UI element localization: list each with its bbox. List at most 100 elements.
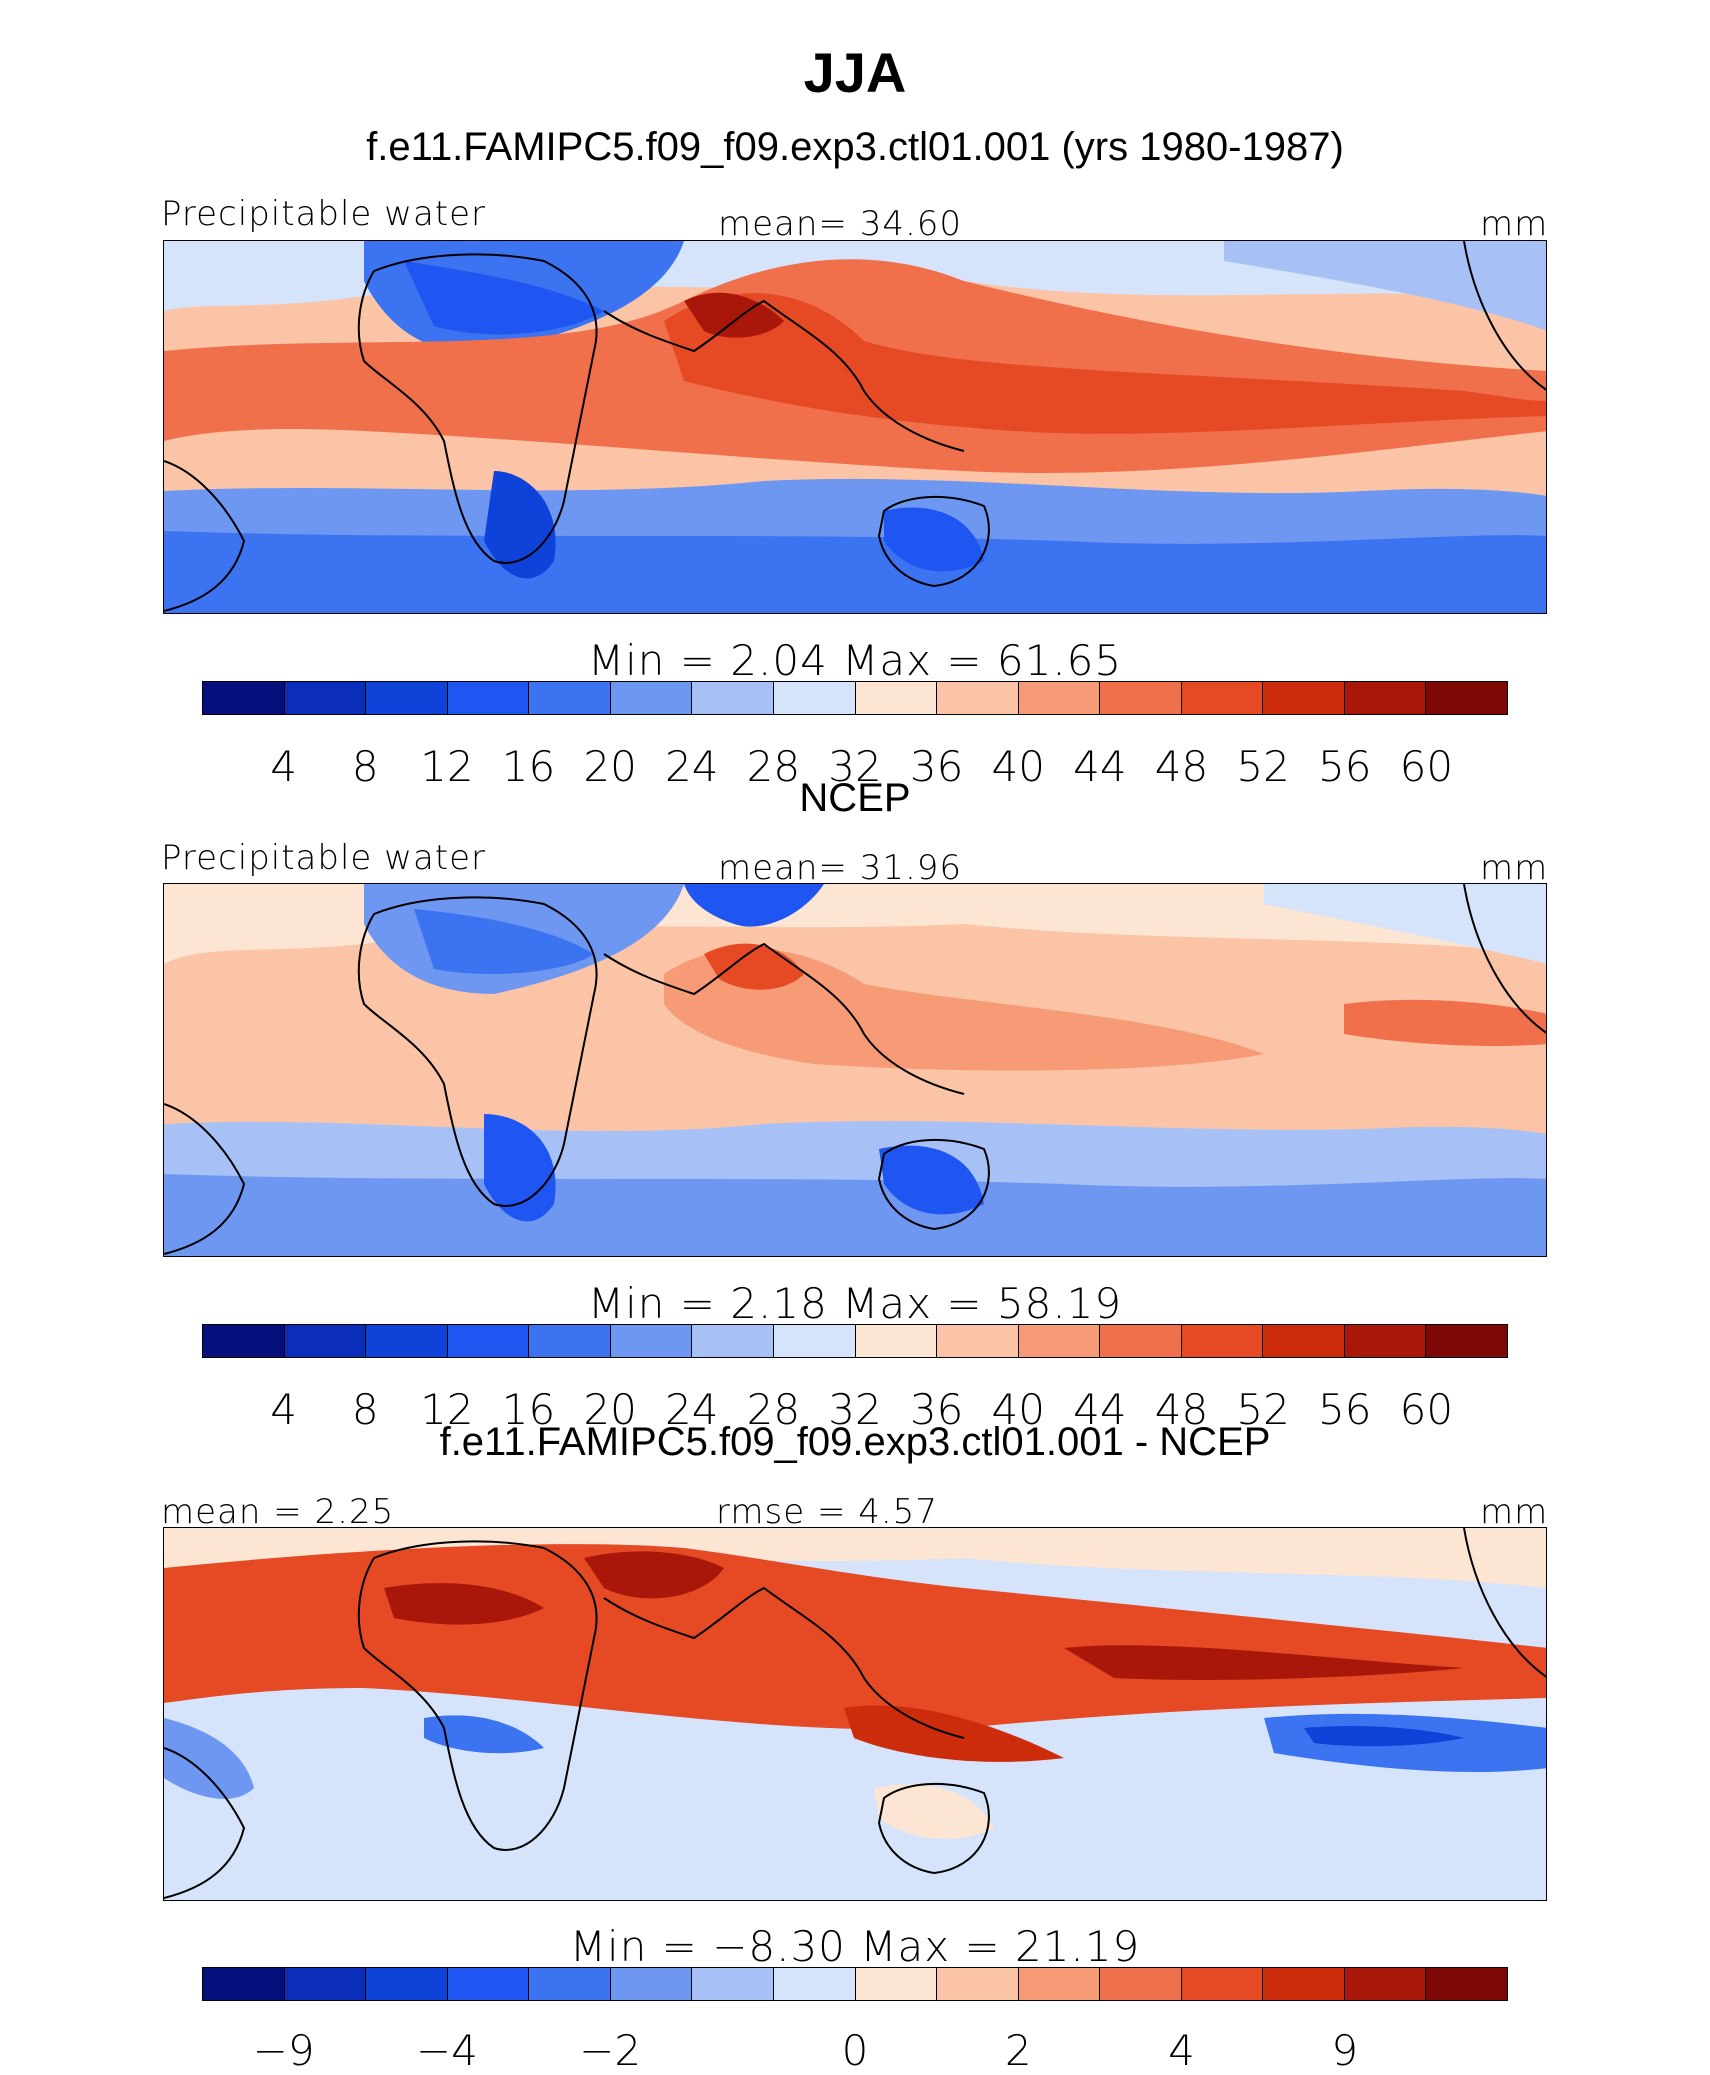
panel1-tick-label: 24 bbox=[665, 742, 719, 791]
panel1-colorbar-box bbox=[1344, 682, 1427, 714]
panel3-coast-asia bbox=[603, 1586, 965, 1739]
panel3-colorbar-box bbox=[203, 1968, 285, 2000]
panel3-field bbox=[164, 1528, 1546, 1900]
panel2-tick-label: 48 bbox=[1154, 1385, 1209, 1434]
panel1-tick-label: 32 bbox=[828, 742, 882, 791]
panel3-coast-samerica bbox=[164, 1747, 246, 1899]
panel2-sahara-core bbox=[414, 909, 594, 974]
panel2-tick-label: 28 bbox=[746, 1385, 801, 1434]
panel3-epac-negative-core bbox=[1304, 1726, 1464, 1747]
panel1-tick-label: 12 bbox=[420, 742, 474, 791]
panel3-colorbar-box bbox=[529, 1968, 611, 2000]
panel3-tick-label: −2 bbox=[579, 2026, 642, 2075]
panel1-warm-pool bbox=[664, 293, 1546, 434]
panel1-colorbar-box bbox=[366, 682, 448, 714]
panel3-colorbar-box bbox=[855, 1968, 938, 2000]
panel1-colorbar-box bbox=[1426, 682, 1507, 714]
panel1-colorbar bbox=[202, 681, 1508, 715]
panel3-colorbar-box bbox=[1100, 1968, 1182, 2000]
panel1-colorbar-box bbox=[855, 682, 938, 714]
panel2-map bbox=[163, 883, 1547, 1257]
panel1-colorbar-box bbox=[1181, 682, 1264, 714]
panel2-coast-america bbox=[1463, 884, 1546, 1034]
panel1-south-dry bbox=[164, 531, 1546, 613]
panel1-tick-label: 8 bbox=[351, 742, 379, 791]
panel2-south-dry bbox=[164, 1174, 1546, 1256]
panel1-tick-label: 40 bbox=[991, 742, 1045, 791]
panel1-colorbar-box bbox=[610, 682, 693, 714]
panel2-coast-australia bbox=[877, 1139, 990, 1231]
panel1-tick-label: 4 bbox=[270, 742, 297, 791]
panel2-coast-asia bbox=[603, 942, 965, 1095]
panel2-colorbar-box bbox=[529, 1325, 611, 1357]
panel2-tick-label: 12 bbox=[420, 1385, 474, 1434]
panel3-pacific-max bbox=[1064, 1645, 1464, 1680]
panel1-colorbar-box bbox=[773, 682, 856, 714]
panel2-coast-samerica bbox=[164, 1103, 246, 1255]
panel3-title: f.e11.FAMIPC5.f09_f09.exp3.ctl01.001 - N… bbox=[439, 1420, 1271, 1464]
panel3-colorbar-box bbox=[447, 1968, 530, 2000]
panel3-colorbar-box bbox=[1344, 1968, 1427, 2000]
panel1-colorbar-box bbox=[203, 682, 285, 714]
panel1-title: f.e11.FAMIPC5.f09_f09.exp3.ctl01.001 (yr… bbox=[366, 125, 1344, 169]
panel2-tick-label: 4 bbox=[270, 1385, 297, 1434]
panel2-colorbar-box bbox=[855, 1325, 938, 1357]
panel3-colorbar-box bbox=[366, 1968, 448, 2000]
panel1-colorbar-box bbox=[447, 682, 530, 714]
panel1-map bbox=[163, 240, 1547, 614]
panel1-variable-label: Precipitable water bbox=[161, 194, 487, 234]
panel1-coast-america bbox=[1463, 241, 1546, 391]
panel3-tick-label: −4 bbox=[415, 2026, 478, 2075]
panel3-coast-australia bbox=[877, 1783, 990, 1875]
panel1-coast-samerica bbox=[164, 460, 246, 612]
panel2-tick-label: 20 bbox=[583, 1385, 637, 1434]
panel1-colorbar-box bbox=[1018, 682, 1101, 714]
panel2-colorbar-box bbox=[1426, 1325, 1507, 1357]
panel1-npac-dry bbox=[1224, 241, 1546, 331]
panel1-tick-label: 52 bbox=[1236, 742, 1290, 791]
panel3-sahel-max bbox=[384, 1583, 544, 1625]
panel3-rmse-label: rmse = 4.57 bbox=[716, 1492, 938, 1532]
panel2-coast-africa bbox=[357, 896, 598, 1207]
panel2-colorbar-box bbox=[203, 1325, 285, 1357]
panel2-title: NCEP bbox=[799, 776, 911, 820]
panel1-minmax: Min = 2.04 Max = 61.65 bbox=[587, 636, 1123, 685]
panel1-colorbar-box bbox=[1100, 682, 1182, 714]
panel2-colorbar-box bbox=[937, 1325, 1019, 1357]
panel3-colorbar bbox=[202, 1967, 1508, 2001]
panel2-npac-dry bbox=[1264, 884, 1546, 964]
panel2-tick-label: 56 bbox=[1318, 1385, 1372, 1434]
panel2-colorbar-box bbox=[1018, 1325, 1101, 1357]
panel2-tibet-dry bbox=[684, 884, 824, 927]
panel1-tick-label: 16 bbox=[501, 742, 556, 791]
panel2-field bbox=[164, 884, 1546, 1256]
panel2-variable-label: Precipitable water bbox=[161, 838, 487, 878]
panel1-sahara-core bbox=[404, 261, 604, 335]
panel3-indonesia-max bbox=[844, 1705, 1064, 1762]
panel2-colorbar-box bbox=[1263, 1325, 1345, 1357]
panel3-colorbar-box bbox=[1181, 1968, 1264, 2000]
panel3-tick-label: 0 bbox=[841, 2026, 869, 2075]
panel3-tick-label: −9 bbox=[252, 2026, 315, 2075]
panel3-colorbar-box bbox=[1263, 1968, 1345, 2000]
panel2-tick-label: 52 bbox=[1236, 1385, 1290, 1434]
panel2-colorbar bbox=[202, 1324, 1508, 1358]
panel3-unit-label: mm bbox=[1480, 1492, 1549, 1532]
panel3-colorbar-box bbox=[692, 1968, 774, 2000]
panel3-africa-negative bbox=[424, 1715, 544, 1754]
panel3-colorbar-box bbox=[284, 1968, 367, 2000]
panel1-coast-asia bbox=[603, 299, 965, 452]
panel3-map bbox=[163, 1527, 1547, 1901]
panel3-tick-label: 9 bbox=[1331, 2026, 1359, 2075]
panel2-tick-label: 24 bbox=[665, 1385, 719, 1434]
panel1-colorbar-box bbox=[284, 682, 367, 714]
panel2-tick-label: 60 bbox=[1399, 1385, 1454, 1434]
panel1-colorbar-box bbox=[937, 682, 1019, 714]
panel3-colorbar-box bbox=[1426, 1968, 1507, 2000]
panel3-positive-band bbox=[164, 1544, 1546, 1730]
panel2-tick-label: 40 bbox=[991, 1385, 1045, 1434]
panel2-colorbar-box bbox=[610, 1325, 693, 1357]
panel1-coast-africa bbox=[357, 253, 598, 564]
panel3-colorbar-box bbox=[773, 1968, 856, 2000]
